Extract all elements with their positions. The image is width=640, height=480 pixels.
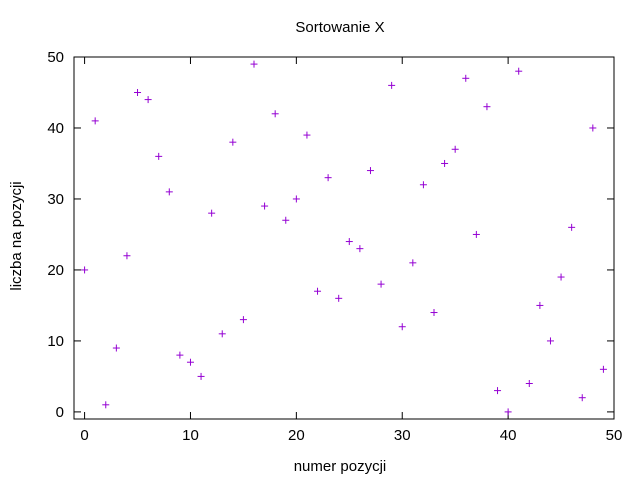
data-point	[409, 259, 417, 267]
data-point	[515, 67, 523, 75]
x-axis: 0 10 20 30 40 50	[80, 57, 622, 444]
data-point	[536, 301, 544, 309]
data-point	[356, 245, 364, 253]
data-point	[144, 96, 152, 104]
data-point	[250, 60, 258, 68]
data-point	[271, 110, 279, 118]
data-point	[578, 394, 586, 402]
data-point	[282, 216, 290, 224]
data-point	[546, 337, 554, 345]
data-point	[324, 174, 332, 182]
data-point	[345, 238, 353, 246]
chart-title: Sortowanie X	[295, 19, 384, 36]
x-tick-label: 20	[288, 427, 305, 444]
data-point	[568, 223, 576, 231]
data-point	[441, 159, 449, 167]
data-point	[451, 145, 459, 153]
data-point	[314, 287, 322, 295]
y-tick-label: 50	[47, 49, 64, 66]
data-point	[366, 167, 374, 175]
data-point	[504, 408, 512, 416]
data-point	[557, 273, 565, 281]
data-point	[525, 380, 533, 388]
y-tick-label: 0	[56, 404, 64, 421]
data-point	[377, 280, 385, 288]
data-point	[494, 387, 502, 395]
data-point	[208, 209, 216, 217]
y-tick-label: 40	[47, 120, 64, 137]
data-point	[462, 74, 470, 82]
data-point	[589, 124, 597, 132]
data-point	[472, 230, 480, 238]
data-point	[81, 266, 89, 274]
data-point	[599, 365, 607, 373]
data-point	[123, 252, 131, 260]
data-points	[81, 60, 607, 416]
y-tick-label: 10	[47, 333, 64, 350]
x-tick-label: 30	[394, 427, 411, 444]
data-point	[239, 316, 247, 324]
data-point	[292, 195, 300, 203]
data-point	[398, 323, 406, 331]
data-point	[165, 188, 173, 196]
x-tick-label: 40	[500, 427, 517, 444]
data-point	[229, 138, 237, 146]
y-tick-label: 20	[47, 262, 64, 279]
data-point	[134, 88, 142, 96]
y-axis: 0 10 20 30 40 50	[47, 49, 614, 421]
x-tick-label: 10	[182, 427, 199, 444]
x-axis-label: numer pozycji	[294, 458, 387, 475]
data-point	[303, 131, 311, 139]
data-point	[261, 202, 269, 210]
data-point	[112, 344, 120, 352]
x-tick-label: 0	[80, 427, 88, 444]
y-tick-label: 30	[47, 191, 64, 208]
data-point	[197, 372, 205, 380]
y-axis-label: liczba na pozycji	[8, 181, 25, 290]
data-point	[186, 358, 194, 366]
data-point	[430, 309, 438, 317]
plot-area	[73, 56, 615, 420]
data-point	[335, 294, 343, 302]
data-point	[102, 401, 110, 409]
plot-frame	[73, 56, 615, 420]
data-point	[483, 103, 491, 111]
data-point	[419, 181, 427, 189]
data-point	[176, 351, 184, 359]
data-point	[218, 330, 226, 338]
data-point	[388, 81, 396, 89]
data-point	[91, 117, 99, 125]
data-point	[155, 152, 163, 160]
x-tick-label: 50	[606, 427, 623, 444]
